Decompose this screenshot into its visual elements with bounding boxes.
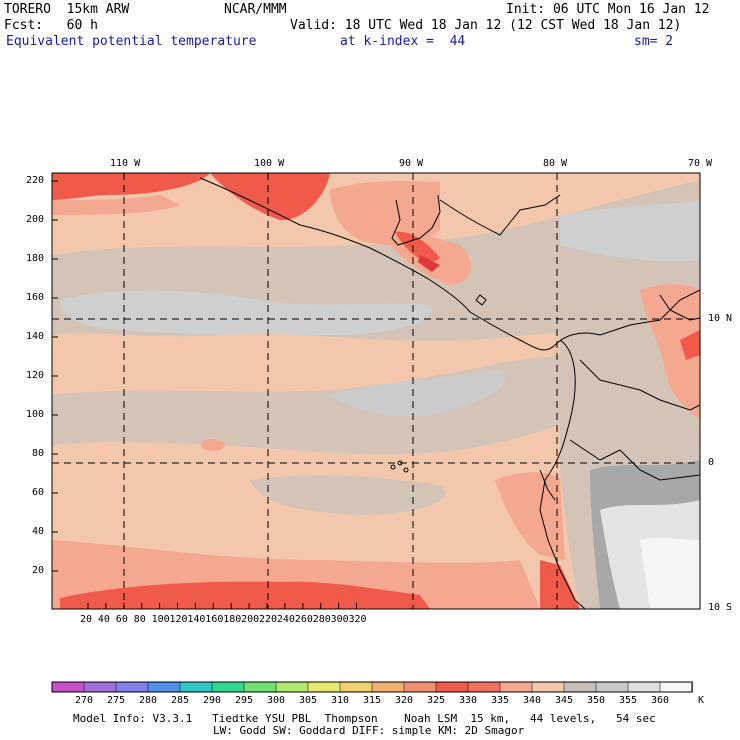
colorbar-cell xyxy=(339,681,373,693)
lat-label-10n: 10 N xyxy=(708,313,733,324)
colorbar-cell xyxy=(659,681,693,693)
grid-x-label: 160 xyxy=(205,614,224,625)
colorbar-cell xyxy=(51,681,85,693)
colorbar-cell xyxy=(627,681,661,693)
lon-label-70w: 70 W xyxy=(688,158,713,169)
colorbar-cell xyxy=(371,681,405,693)
grid-x-label: 320 xyxy=(348,614,367,625)
colorbar-label: 325 xyxy=(427,695,446,706)
colorbar-label: 345 xyxy=(555,695,574,706)
grid-y-label: 140 xyxy=(25,331,44,342)
field-red-central-america xyxy=(395,231,440,262)
grid-y-label: 180 xyxy=(25,253,44,264)
field-red-south xyxy=(60,581,430,609)
graticule xyxy=(52,173,700,609)
colorbar-label: 270 xyxy=(75,695,94,706)
lon-label-100w: 100 W xyxy=(254,158,285,169)
grid-y-label: 120 xyxy=(25,370,44,381)
field-gray-patch-1 xyxy=(60,290,432,335)
grid-x-label: 80 xyxy=(133,614,146,625)
colorbar-cell xyxy=(83,681,117,693)
grid-x-label: 40 xyxy=(97,614,110,625)
grid-x-label: 140 xyxy=(187,614,206,625)
lat-label-0: 0 xyxy=(708,457,715,468)
colorbar-label: 330 xyxy=(459,695,478,706)
colorbar-cell xyxy=(403,681,437,693)
grid-y-label: 200 xyxy=(25,214,44,225)
grid-x-label: 180 xyxy=(223,614,242,625)
coastlines xyxy=(199,177,700,609)
colorbar-label: 275 xyxy=(107,695,126,706)
grid-x-label: 240 xyxy=(276,614,295,625)
grid-x-label: 260 xyxy=(294,614,313,625)
smoothing-info: sm= 2 xyxy=(634,34,674,49)
grid-y-label: 100 xyxy=(25,409,44,420)
colorbar-label: 290 xyxy=(203,695,222,706)
grid-x-label: 20 xyxy=(80,614,93,625)
level-info: at k-index = 44 xyxy=(340,34,466,49)
colorbar-cell xyxy=(307,681,341,693)
colorbar-cell xyxy=(243,681,277,693)
valid-time: Valid: 18 UTC Wed 18 Jan 12 (12 CST Wed … xyxy=(290,18,682,33)
colorbar-cell xyxy=(211,681,245,693)
colorbar-cell xyxy=(115,681,149,693)
colorbar-label: 355 xyxy=(619,695,638,706)
grid-x-label: 300 xyxy=(330,614,349,625)
colorbar-cell xyxy=(563,681,597,693)
colorbar-cell xyxy=(595,681,629,693)
map-frame xyxy=(51,172,701,610)
field-red-northwest xyxy=(52,173,210,200)
lon-label-90w: 90 W xyxy=(399,158,424,169)
grid-y-label: 60 xyxy=(31,487,44,498)
colorbar-label: 285 xyxy=(171,695,190,706)
colorbar-cell xyxy=(179,681,213,693)
tick-marks xyxy=(52,180,357,609)
grid-y-label: 20 xyxy=(31,565,44,576)
colorbar-label: 310 xyxy=(331,695,350,706)
field-name: Equivalent potential temperature xyxy=(6,34,257,49)
forecast-hour: Fcst: 60 h xyxy=(4,18,98,33)
grid-y-label: 220 xyxy=(25,175,44,186)
colorbar-cell xyxy=(147,681,181,693)
colorbar-label: 350 xyxy=(587,695,606,706)
colorbar-cell xyxy=(499,681,533,693)
colorbar-cell xyxy=(467,681,501,693)
colorbar-label: 300 xyxy=(267,695,286,706)
grid-x-label: 100 xyxy=(151,614,170,625)
colorbar-label: 280 xyxy=(139,695,158,706)
init-time: Init: 06 UTC Mon 16 Jan 12 xyxy=(506,2,710,17)
model-info-line1: Model Info: V3.3.1 Tiedtke YSU PBL Thomp… xyxy=(73,712,656,725)
colorbar-label: 295 xyxy=(235,695,254,706)
grid-x-label: 120 xyxy=(169,614,188,625)
grid-x-label: 60 xyxy=(115,614,128,625)
grid-y-label: 160 xyxy=(25,292,44,303)
grid-x-label: 220 xyxy=(259,614,278,625)
grid-y-label: 40 xyxy=(31,526,44,537)
colorbar-unit: K xyxy=(698,695,705,706)
center-name: NCAR/MMM xyxy=(224,2,287,17)
grid-x-label: 280 xyxy=(312,614,331,625)
grid-x-label: 200 xyxy=(241,614,260,625)
colorbar-label: 340 xyxy=(523,695,542,706)
lon-label-80w: 80 W xyxy=(543,158,568,169)
colorbar-label: 320 xyxy=(395,695,414,706)
model-info-line2: LW: Godd SW: Goddard DIFF: simple KM: 2D… xyxy=(213,724,525,737)
lat-label-10s: 10 S xyxy=(708,602,733,613)
colorbar-label: 360 xyxy=(651,695,670,706)
lon-label-110w: 110 W xyxy=(110,158,141,169)
grid-y-label: 80 xyxy=(31,448,44,459)
colorbar-label: 315 xyxy=(363,695,382,706)
colorbar-cell xyxy=(435,681,469,693)
colorbar-cell xyxy=(275,681,309,693)
colorbar-cell xyxy=(531,681,565,693)
colorbar-label: 335 xyxy=(491,695,510,706)
model-name: TORERO 15km ARW xyxy=(4,2,130,17)
colorbar-label: 305 xyxy=(299,695,318,706)
